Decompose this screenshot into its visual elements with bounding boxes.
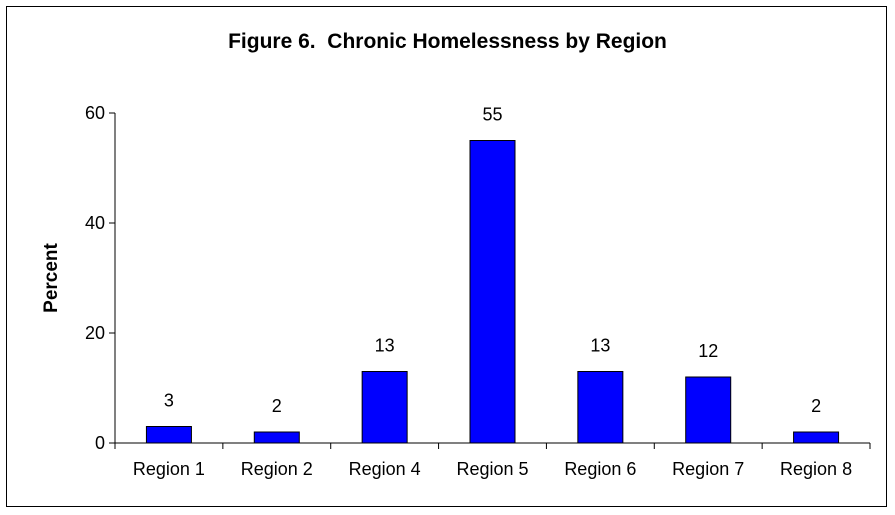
bar: [253, 431, 300, 444]
x-tick-label: Region 4: [349, 459, 421, 479]
y-tick-label: 0: [95, 433, 105, 453]
bar: [361, 371, 408, 444]
data-label: 55: [482, 105, 502, 125]
y-axis-label: Percent: [41, 242, 62, 312]
x-tick-label: Region 6: [564, 459, 636, 479]
data-label: 3: [164, 391, 174, 411]
data-label: 12: [698, 341, 718, 361]
x-tick-label: Region 8: [780, 459, 852, 479]
data-label: 13: [590, 336, 610, 356]
chart-frame: [6, 6, 887, 507]
data-labels: 3 2 13 55 13 12 2: [164, 105, 821, 417]
y-tick-label: 40: [85, 213, 105, 233]
x-tick-label: Region 7: [672, 459, 744, 479]
data-label: 2: [811, 396, 821, 416]
bar: [685, 376, 732, 444]
y-axis: 0 20 40 60: [85, 103, 116, 453]
data-label: 13: [375, 336, 395, 356]
x-tick-label: Region 5: [456, 459, 528, 479]
bar: [793, 431, 840, 444]
bar: [577, 371, 624, 444]
bar: [145, 426, 192, 444]
y-tick-label: 20: [85, 323, 105, 343]
chart-title: Figure 6. Chronic Homelessness by Region: [228, 30, 667, 53]
bar: [469, 140, 516, 444]
y-tick-label: 60: [85, 103, 105, 123]
x-tick-label: Region 1: [133, 459, 205, 479]
bars: [145, 140, 840, 444]
data-label: 2: [272, 396, 282, 416]
x-tick-label: Region 2: [241, 459, 313, 479]
x-axis: Region 1 Region 2 Region 4 Region 5 Region 6…: [114, 442, 871, 479]
